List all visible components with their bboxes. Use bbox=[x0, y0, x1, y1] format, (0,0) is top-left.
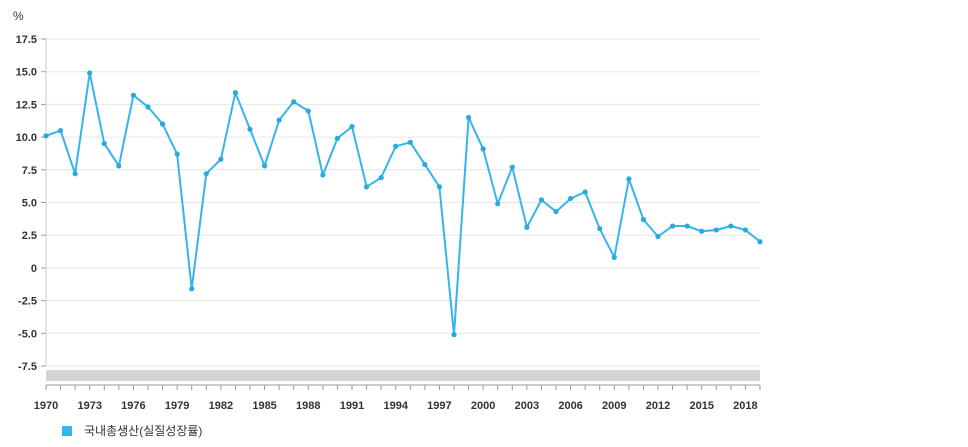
y-tick-label: 10.0 bbox=[16, 132, 37, 144]
data-point bbox=[174, 151, 180, 157]
data-point bbox=[465, 114, 472, 121]
data-point bbox=[422, 161, 428, 168]
x-tick-label: 2003 bbox=[515, 400, 539, 412]
x-tick-label: 1973 bbox=[77, 400, 101, 412]
data-point bbox=[145, 104, 151, 110]
data-point bbox=[582, 189, 588, 195]
data-point bbox=[116, 163, 122, 169]
data-point bbox=[276, 117, 282, 123]
legend-label: 국내총생산(실질성장률) bbox=[84, 424, 203, 438]
data-point bbox=[742, 227, 749, 233]
data-point bbox=[699, 228, 705, 234]
x-tick-label: 2018 bbox=[733, 400, 757, 412]
x-tick-label: 2015 bbox=[689, 400, 713, 412]
data-point bbox=[640, 216, 647, 223]
data-point bbox=[159, 121, 166, 127]
x-tick-label: 2009 bbox=[602, 400, 626, 412]
y-tick-label: 7.5 bbox=[22, 165, 37, 177]
data-point bbox=[320, 172, 326, 178]
legend[interactable]: 국내총생산(실질성장률) bbox=[62, 422, 202, 439]
data-point bbox=[393, 143, 399, 149]
data-point bbox=[87, 70, 93, 76]
data-point bbox=[101, 141, 107, 147]
x-tick-label: 2000 bbox=[471, 400, 495, 412]
x-tick-label: 1976 bbox=[121, 400, 145, 412]
data-point bbox=[305, 108, 311, 114]
data-point bbox=[407, 139, 413, 145]
data-point bbox=[203, 171, 209, 177]
x-tick-label: 1997 bbox=[427, 400, 451, 412]
data-point bbox=[524, 224, 530, 230]
data-point bbox=[611, 254, 617, 261]
data-point bbox=[509, 164, 515, 170]
y-tick-label: -2.5 bbox=[18, 296, 37, 308]
data-point bbox=[378, 175, 384, 181]
data-point bbox=[57, 127, 64, 134]
data-point bbox=[669, 223, 676, 229]
data-point bbox=[480, 146, 486, 152]
data-point bbox=[247, 126, 253, 132]
x-tick-label: 1979 bbox=[165, 400, 189, 412]
x-axis: 1970 1973 1976 1979 1982 1985 1988 1991 1994 1997… bbox=[34, 384, 761, 412]
y-axis: 17.5 15.0 12.5 10.0 7.5 5.0 2.5 0 -2.5 -5.0 -7.5 bbox=[16, 34, 47, 373]
chart-scrollbar[interactable] bbox=[46, 370, 760, 381]
y-tick-label: 2.5 bbox=[22, 230, 37, 242]
x-tick-label: 1982 bbox=[209, 400, 233, 412]
data-point bbox=[436, 184, 443, 190]
y-tick-label: 17.5 bbox=[16, 34, 37, 46]
data-point bbox=[43, 133, 49, 139]
y-unit-label: % bbox=[13, 9, 24, 23]
grid-lines bbox=[46, 38, 760, 367]
data-point bbox=[130, 92, 137, 98]
data-point bbox=[363, 184, 370, 190]
y-tick-label: -7.5 bbox=[18, 361, 37, 373]
data-point bbox=[349, 124, 355, 130]
data-point bbox=[684, 223, 690, 229]
data-point bbox=[713, 227, 719, 233]
x-tick-label: 1994 bbox=[383, 400, 408, 412]
x-tick-label: 1985 bbox=[252, 400, 276, 412]
data-point bbox=[189, 286, 195, 292]
data-point bbox=[553, 209, 559, 215]
data-point bbox=[757, 239, 763, 245]
y-tick-label: 15.0 bbox=[16, 67, 37, 79]
y-tick-label: 5.0 bbox=[22, 198, 37, 210]
data-point bbox=[334, 135, 341, 142]
data-point bbox=[218, 156, 224, 162]
x-tick-label: 1988 bbox=[296, 400, 320, 412]
data-point bbox=[626, 176, 632, 182]
series-line bbox=[45, 72, 761, 336]
x-tick-label: 1991 bbox=[340, 400, 364, 412]
data-point bbox=[495, 201, 501, 207]
data-point bbox=[72, 171, 78, 177]
data-point bbox=[655, 233, 661, 240]
legend-swatch bbox=[62, 425, 72, 436]
data-point bbox=[291, 99, 297, 105]
x-tick-label: 2012 bbox=[646, 400, 670, 412]
series-layer bbox=[43, 70, 763, 338]
y-tick-label: 12.5 bbox=[16, 99, 37, 111]
x-tick-label: 2006 bbox=[558, 400, 582, 412]
y-tick-label: 0 bbox=[31, 263, 37, 275]
y-tick-label: -5.0 bbox=[18, 328, 37, 340]
data-point bbox=[451, 332, 457, 338]
data-point bbox=[597, 226, 603, 232]
x-tick-label: 1970 bbox=[34, 400, 58, 412]
data-point bbox=[538, 197, 545, 203]
data-point bbox=[728, 223, 734, 229]
data-point bbox=[567, 195, 574, 202]
data-point bbox=[232, 90, 239, 96]
data-point bbox=[261, 163, 268, 169]
